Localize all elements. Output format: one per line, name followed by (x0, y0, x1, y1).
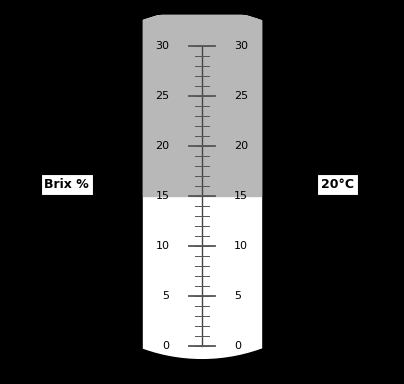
Text: 25: 25 (234, 91, 248, 101)
Text: 10: 10 (234, 241, 248, 251)
Text: 5: 5 (234, 291, 241, 301)
Text: 20: 20 (234, 141, 248, 151)
Text: 10: 10 (156, 241, 170, 251)
Bar (143, 15, 261, 384)
Text: 30: 30 (234, 41, 248, 51)
Text: 25: 25 (156, 91, 170, 101)
Text: 20°C: 20°C (321, 178, 354, 191)
Text: 15: 15 (156, 191, 170, 201)
Bar (143, 15, 261, 196)
Text: 0: 0 (234, 341, 241, 351)
Text: Brix %: Brix % (44, 178, 89, 191)
Text: Field of View: Field of View (16, 354, 97, 364)
Text: 20: 20 (156, 141, 170, 151)
Text: 15: 15 (234, 191, 248, 201)
Text: 0: 0 (163, 341, 170, 351)
Text: 5: 5 (163, 291, 170, 301)
Text: 30: 30 (156, 41, 170, 51)
